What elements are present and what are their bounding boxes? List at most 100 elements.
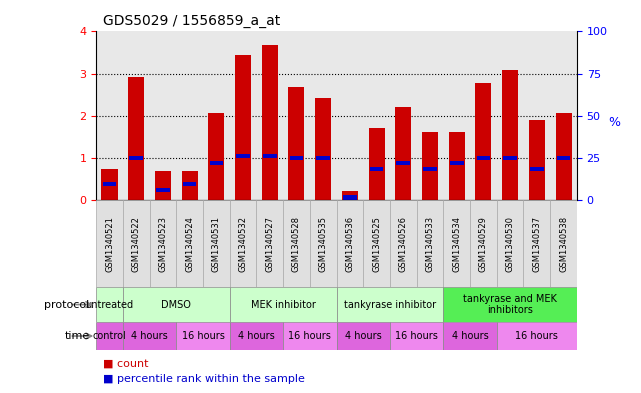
Text: GSM1340525: GSM1340525 bbox=[372, 216, 381, 272]
Bar bbox=[96, 31, 123, 200]
Bar bbox=[176, 322, 229, 350]
Bar bbox=[149, 31, 176, 200]
Text: GSM1340534: GSM1340534 bbox=[452, 216, 462, 272]
Text: GSM1340524: GSM1340524 bbox=[185, 216, 194, 272]
Bar bbox=[181, 171, 197, 200]
Bar bbox=[310, 31, 337, 200]
Bar bbox=[237, 154, 250, 158]
Bar bbox=[229, 200, 256, 287]
Bar bbox=[156, 188, 170, 192]
Bar bbox=[497, 322, 577, 350]
Text: GSM1340531: GSM1340531 bbox=[212, 216, 221, 272]
Text: untreated: untreated bbox=[85, 299, 133, 310]
Bar bbox=[288, 87, 304, 200]
Text: 4 hours: 4 hours bbox=[238, 331, 275, 341]
Text: control: control bbox=[93, 331, 126, 341]
Bar bbox=[477, 156, 490, 160]
Bar bbox=[310, 200, 337, 287]
Bar bbox=[317, 156, 330, 160]
Text: GSM1340533: GSM1340533 bbox=[426, 216, 435, 272]
Text: GSM1340537: GSM1340537 bbox=[532, 216, 542, 272]
Bar bbox=[229, 31, 256, 200]
Bar bbox=[390, 322, 444, 350]
Bar bbox=[283, 322, 337, 350]
Bar bbox=[497, 200, 524, 287]
Bar bbox=[103, 182, 116, 187]
Bar bbox=[417, 31, 444, 200]
Bar bbox=[262, 45, 278, 200]
Bar bbox=[503, 156, 517, 160]
Bar bbox=[363, 200, 390, 287]
Bar bbox=[524, 31, 550, 200]
Bar bbox=[417, 200, 444, 287]
Text: DMSO: DMSO bbox=[162, 299, 191, 310]
Text: time: time bbox=[65, 331, 90, 341]
Bar bbox=[450, 161, 463, 165]
Text: GSM1340521: GSM1340521 bbox=[105, 216, 114, 272]
Bar bbox=[342, 191, 358, 200]
Bar bbox=[444, 31, 470, 200]
Bar bbox=[397, 161, 410, 165]
Bar bbox=[229, 287, 337, 322]
Bar bbox=[229, 322, 283, 350]
Bar bbox=[550, 31, 577, 200]
Text: 16 hours: 16 hours bbox=[181, 331, 224, 341]
Text: protocol: protocol bbox=[44, 299, 90, 310]
Bar bbox=[476, 83, 492, 200]
Bar bbox=[337, 31, 363, 200]
Bar bbox=[128, 77, 144, 200]
Text: 16 hours: 16 hours bbox=[515, 331, 558, 341]
Bar bbox=[123, 31, 149, 200]
Bar bbox=[123, 200, 149, 287]
Bar bbox=[550, 200, 577, 287]
Text: GSM1340529: GSM1340529 bbox=[479, 216, 488, 272]
Bar bbox=[283, 31, 310, 200]
Text: GSM1340527: GSM1340527 bbox=[265, 216, 274, 272]
Text: tankyrase and MEK
inhibitors: tankyrase and MEK inhibitors bbox=[463, 294, 557, 315]
Y-axis label: %: % bbox=[608, 116, 620, 129]
Bar bbox=[502, 70, 518, 200]
Bar bbox=[497, 31, 524, 200]
Bar bbox=[290, 156, 303, 160]
Bar bbox=[155, 171, 171, 200]
Bar bbox=[444, 200, 470, 287]
Text: GSM1340538: GSM1340538 bbox=[559, 216, 568, 272]
Bar bbox=[337, 322, 390, 350]
Bar bbox=[283, 200, 310, 287]
Bar bbox=[96, 322, 123, 350]
Text: GSM1340528: GSM1340528 bbox=[292, 216, 301, 272]
Bar bbox=[123, 287, 229, 322]
Text: ■ count: ■ count bbox=[103, 358, 148, 369]
Bar bbox=[123, 322, 176, 350]
Bar bbox=[370, 167, 383, 171]
Bar bbox=[470, 31, 497, 200]
Bar bbox=[149, 200, 176, 287]
Bar bbox=[176, 200, 203, 287]
Bar bbox=[530, 167, 544, 171]
Bar bbox=[449, 132, 465, 200]
Text: 4 hours: 4 hours bbox=[452, 331, 488, 341]
Bar bbox=[337, 200, 363, 287]
Bar bbox=[444, 287, 577, 322]
Text: GSM1340523: GSM1340523 bbox=[158, 216, 167, 272]
Bar bbox=[96, 200, 123, 287]
Text: GSM1340526: GSM1340526 bbox=[399, 216, 408, 272]
Bar bbox=[176, 31, 203, 200]
Text: 4 hours: 4 hours bbox=[131, 331, 168, 341]
Text: GSM1340536: GSM1340536 bbox=[345, 216, 354, 272]
Text: GDS5029 / 1556859_a_at: GDS5029 / 1556859_a_at bbox=[103, 13, 280, 28]
Text: tankyrase inhibitor: tankyrase inhibitor bbox=[344, 299, 436, 310]
Bar bbox=[203, 200, 229, 287]
Bar bbox=[470, 200, 497, 287]
Bar bbox=[395, 107, 412, 200]
Bar bbox=[96, 287, 123, 322]
Bar bbox=[183, 182, 196, 187]
Bar bbox=[256, 200, 283, 287]
Bar bbox=[529, 120, 545, 200]
Bar bbox=[524, 200, 550, 287]
Bar bbox=[101, 169, 117, 200]
Bar bbox=[390, 31, 417, 200]
Text: 16 hours: 16 hours bbox=[395, 331, 438, 341]
Bar bbox=[363, 31, 390, 200]
Bar bbox=[263, 154, 276, 158]
